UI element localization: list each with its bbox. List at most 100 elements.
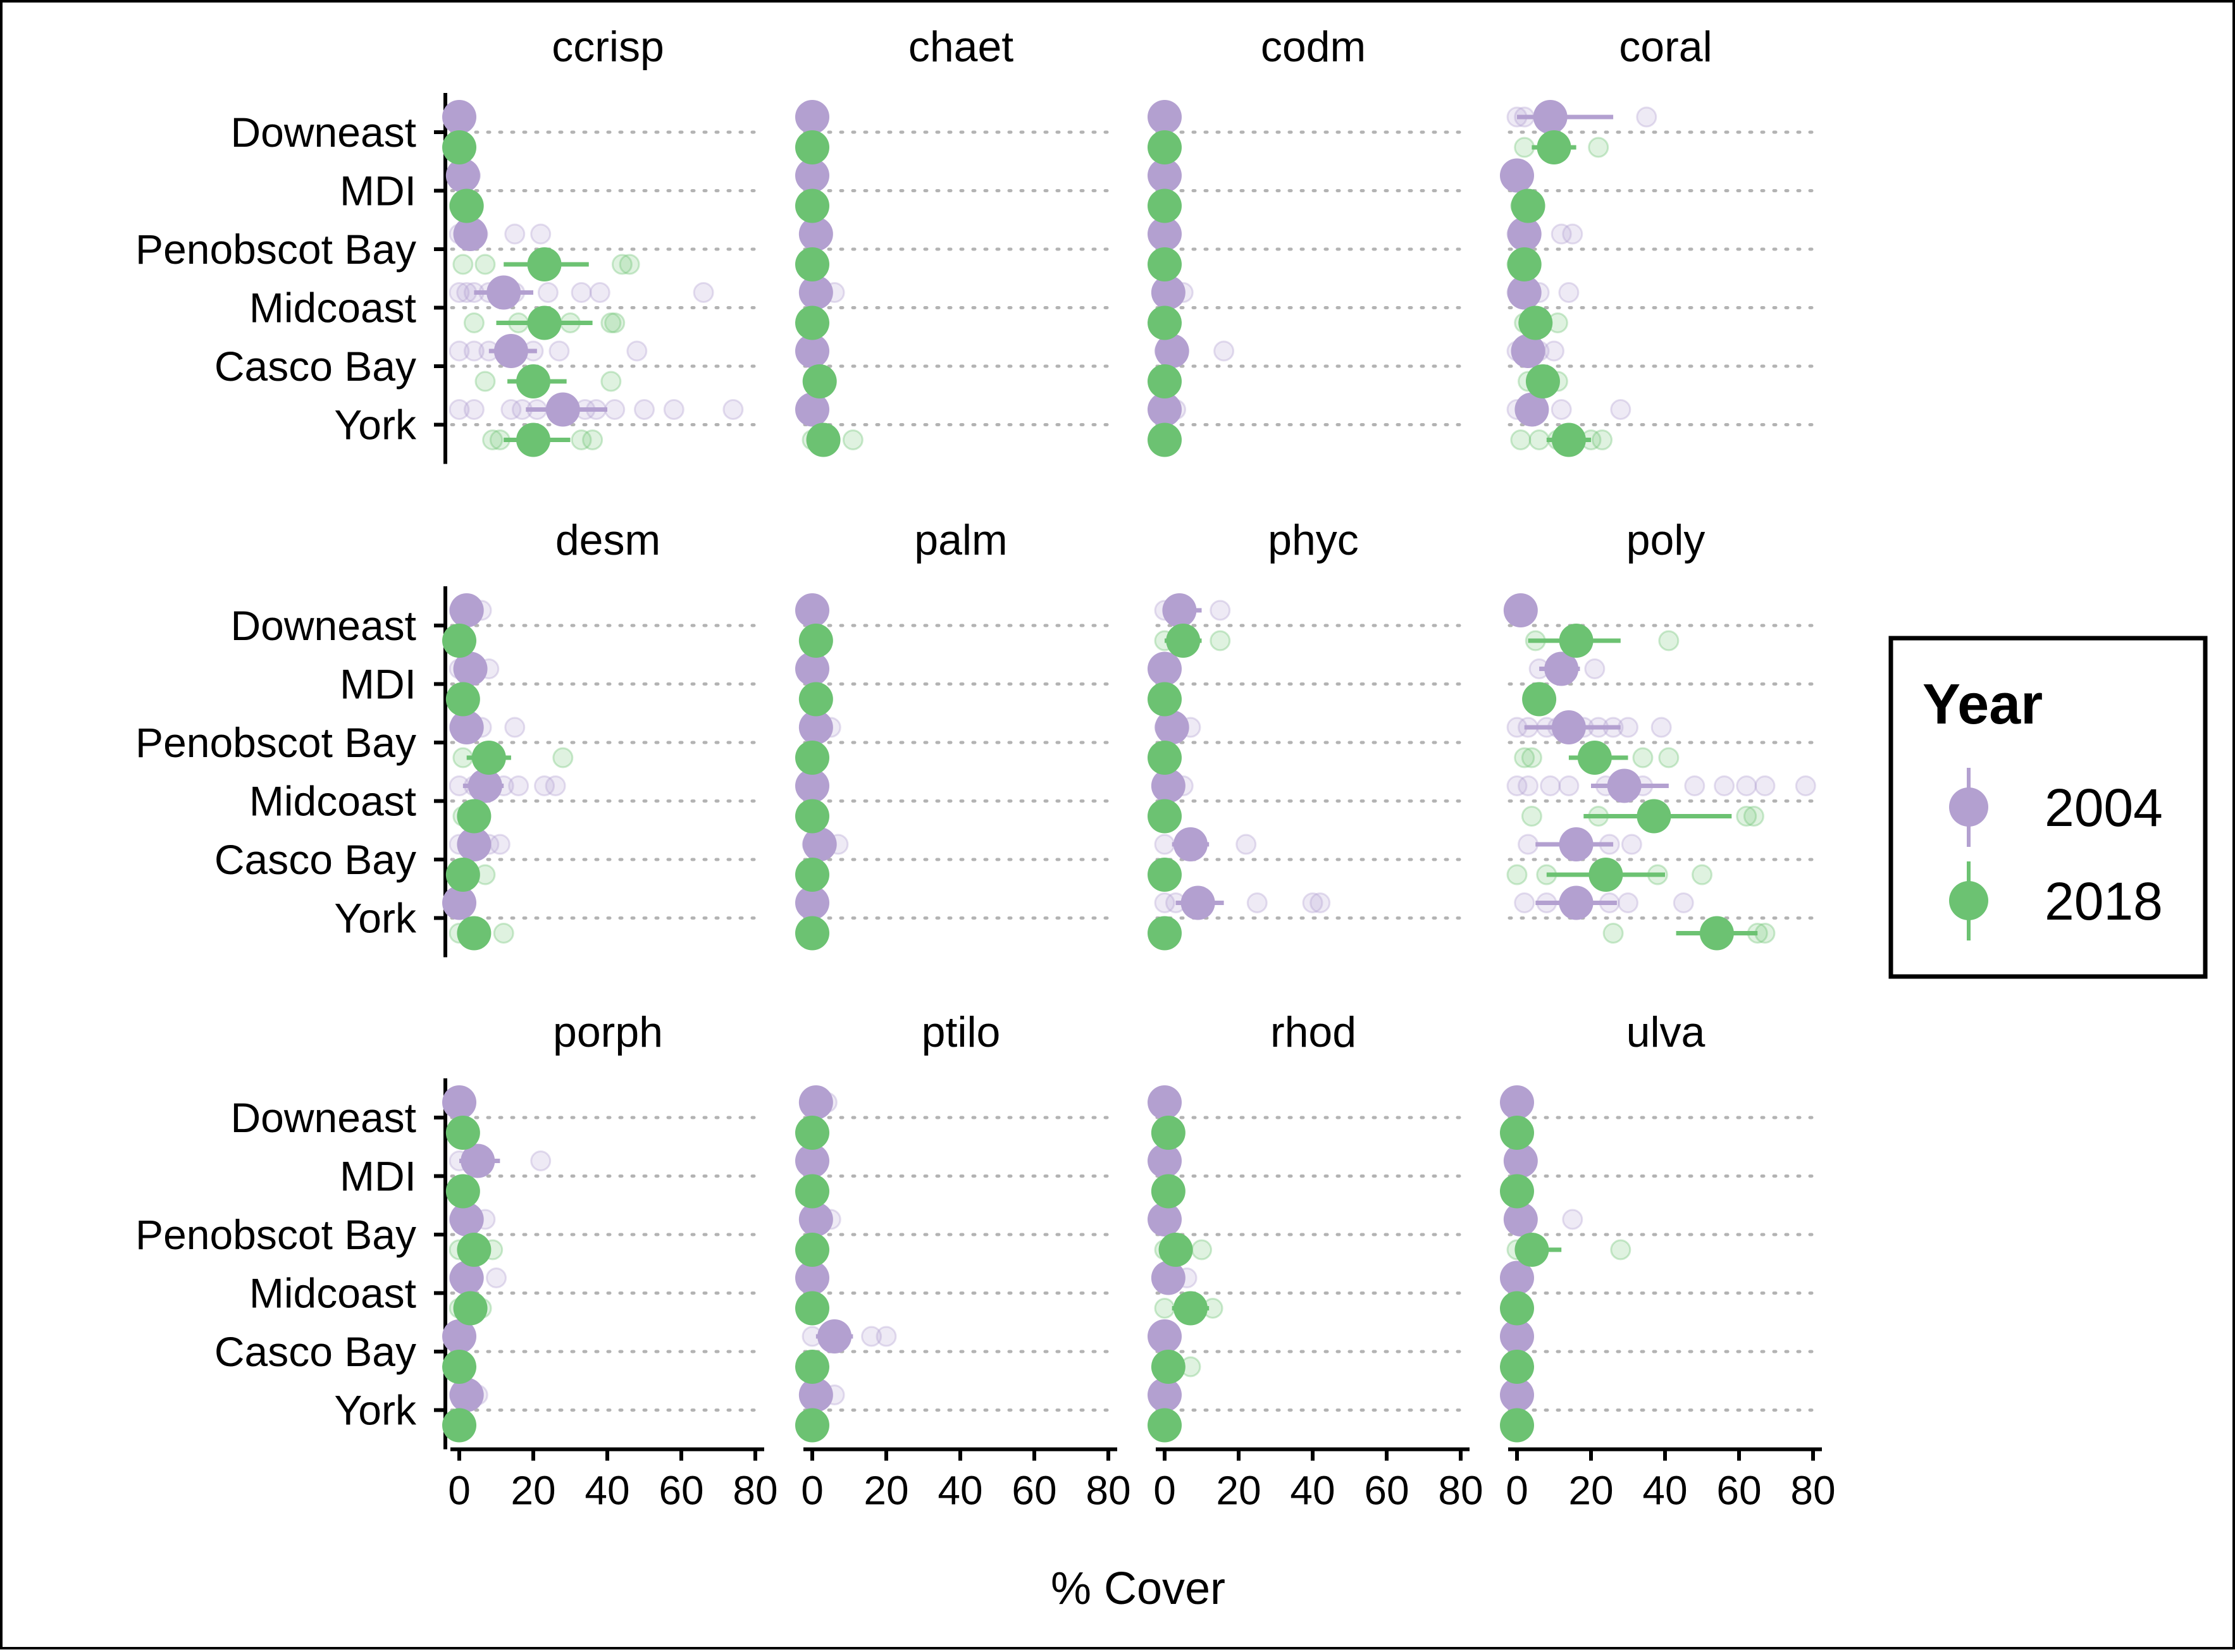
y-tick-label-mdi: MDI	[340, 1153, 416, 1200]
mean-point-2004	[817, 1319, 852, 1353]
mean-point-2004	[445, 158, 480, 193]
mean-point-2018	[795, 858, 829, 892]
mean-point-2018	[1500, 1291, 1534, 1326]
mean-point-2018	[1148, 741, 1182, 775]
mean-point-2004	[1500, 158, 1534, 193]
mean-point-2018	[795, 305, 829, 340]
mean-point-2018	[798, 624, 833, 658]
raw-point-2004	[722, 399, 744, 420]
mean-point-2004	[798, 217, 833, 251]
raw-point-2004	[1673, 892, 1694, 913]
mean-point-2004	[449, 593, 484, 627]
mean-point-2018	[1699, 916, 1734, 951]
raw-point-2004	[1514, 892, 1535, 913]
mean-point-2018	[1518, 305, 1553, 340]
raw-point-2004	[1562, 1209, 1583, 1230]
raw-point-2004	[530, 223, 552, 245]
mean-point-2018	[1148, 1408, 1182, 1443]
y-tick-label-penobscot-bay: Penobscot Bay	[135, 719, 416, 766]
raw-point-2018	[1658, 630, 1680, 651]
mean-point-2004	[1500, 1261, 1534, 1295]
raw-point-2018	[1754, 923, 1776, 944]
raw-point-2004	[1246, 892, 1268, 913]
facet-strip-label: phyc	[1268, 516, 1359, 564]
x-tick-label: 80	[1438, 1468, 1483, 1513]
mean-point-2004	[1507, 217, 1542, 251]
x-tick-label: 0	[1506, 1468, 1528, 1513]
y-tick-label-casco-bay: Casco Bay	[214, 343, 416, 390]
raw-point-2004	[504, 717, 526, 738]
mean-point-2018	[457, 916, 492, 951]
raw-point-2004	[1302, 892, 1323, 913]
mean-point-2018	[1148, 188, 1182, 223]
mean-point-2004	[1155, 710, 1189, 744]
raw-point-2004	[500, 399, 522, 420]
mean-point-2018	[795, 1291, 829, 1326]
mean-point-2018	[471, 741, 506, 775]
mean-point-2018	[806, 422, 841, 457]
raw-point-2018	[1514, 747, 1535, 768]
raw-point-2004	[1213, 340, 1235, 362]
legend-key-dot-2004	[1949, 787, 1988, 827]
mean-point-2004	[449, 1202, 484, 1236]
mean-point-2018	[1588, 858, 1623, 892]
mean-point-2018	[442, 1408, 476, 1443]
mean-point-2004	[449, 710, 484, 744]
raw-point-2004	[548, 340, 570, 362]
facet-strip-label: rhod	[1270, 1008, 1356, 1056]
x-tick-label: 80	[1790, 1468, 1835, 1513]
mean-point-2018	[798, 682, 833, 717]
mean-point-2004	[1148, 392, 1182, 427]
mean-point-2018	[1511, 188, 1545, 223]
mean-point-2004	[1148, 1319, 1182, 1353]
raw-point-2004	[1584, 658, 1606, 679]
mean-point-2004	[442, 1319, 476, 1353]
raw-point-2004	[1551, 223, 1572, 245]
mean-point-2004	[453, 217, 488, 251]
mean-point-2018	[1500, 1116, 1534, 1150]
raw-point-2018	[1736, 806, 1757, 827]
raw-point-2004	[449, 399, 470, 420]
y-tick-label-penobscot-bay: Penobscot Bay	[135, 226, 416, 273]
raw-point-2004	[1714, 775, 1735, 796]
mean-point-2004	[1503, 1143, 1538, 1178]
mean-point-2004	[798, 1085, 833, 1119]
raw-point-2018	[1521, 806, 1542, 827]
raw-point-2018	[619, 254, 640, 275]
facet-coral: coral	[1500, 23, 1821, 457]
raw-point-2018	[582, 429, 604, 450]
raw-point-2004	[1518, 775, 1539, 796]
raw-point-2004	[1562, 223, 1583, 245]
raw-point-2004	[489, 834, 511, 855]
raw-point-2004	[1618, 892, 1638, 913]
mean-point-2004	[1162, 593, 1197, 627]
y-tick-label-casco-bay: Casco Bay	[214, 836, 416, 883]
mean-point-2004	[1148, 651, 1182, 686]
legend-box	[1888, 636, 2208, 979]
mean-point-2018	[1148, 305, 1182, 340]
mean-point-2018	[1148, 799, 1182, 834]
raw-point-2018	[1521, 747, 1542, 768]
mean-point-2004	[1148, 158, 1182, 193]
mean-point-2018	[442, 624, 476, 658]
raw-point-2018	[1210, 630, 1231, 651]
mean-point-2004	[453, 651, 488, 686]
facet-desm: desm Downeast MDI Penobscot Bay Midcoast Casc…	[135, 516, 764, 958]
raw-point-2018	[1154, 1298, 1175, 1319]
mean-point-2004	[1173, 827, 1208, 861]
x-tick-label: 60	[659, 1468, 703, 1513]
raw-point-2018	[1692, 864, 1712, 885]
mean-point-2004	[798, 1378, 833, 1412]
raw-point-2004	[634, 399, 655, 420]
raw-point-2018	[1514, 137, 1535, 158]
x-tick-label: 60	[1012, 1468, 1056, 1513]
mean-point-2018	[1559, 624, 1594, 658]
raw-point-2018	[600, 371, 622, 392]
mean-point-2018	[795, 1174, 829, 1209]
y-tick-label-downeast: Downeast	[231, 602, 417, 649]
y-tick-label-downeast: Downeast	[231, 109, 417, 156]
y-tick-label-york: York	[334, 402, 417, 448]
mean-point-2018	[1173, 1291, 1208, 1326]
raw-point-2004	[663, 399, 684, 420]
raw-point-2018	[493, 923, 514, 944]
